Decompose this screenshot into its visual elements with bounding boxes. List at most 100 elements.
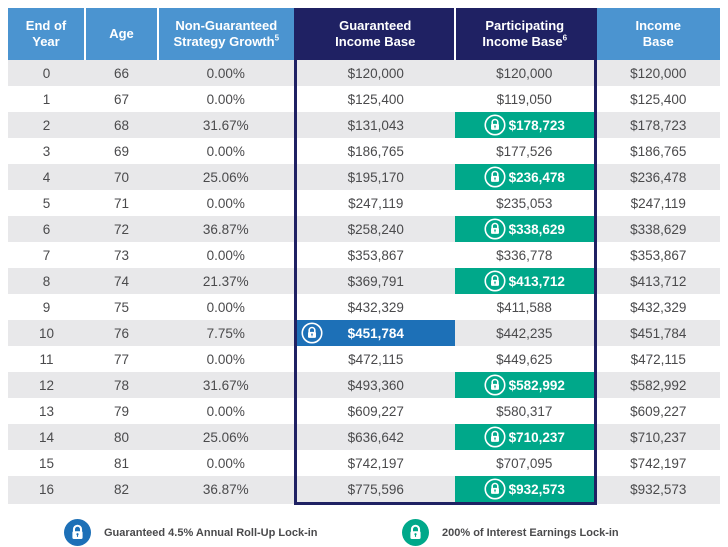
participating-income-base-value: $119,050 (496, 91, 552, 107)
participating-income-base-value: $707,095 (496, 455, 553, 471)
green-lock-icon (402, 519, 429, 546)
cell-strategy-growth: 0.00% (206, 299, 245, 315)
cell-age: 82 (113, 482, 130, 498)
cell-end-of-year: 6 (42, 221, 51, 237)
cell-age: 77 (113, 351, 130, 367)
cell-guaranteed-income-base: $493,360 (293, 372, 455, 398)
lock-icon (484, 478, 506, 500)
cell-income-base: $178,723 (593, 112, 720, 138)
cell-age: 81 (113, 455, 130, 471)
cell-participating-income-base: $413,712 (455, 268, 595, 294)
lock-icon (484, 374, 506, 396)
cell-guaranteed-income-base: $609,227 (293, 398, 455, 424)
participating-income-base-value: $580,317 (496, 403, 553, 419)
cell-participating-income-base: $178,723 (455, 112, 595, 138)
lock-icon (300, 322, 323, 344)
cell-age: 69 (113, 143, 130, 159)
lock-icon (484, 114, 506, 136)
participating-income-base-value: $411,588 (496, 299, 552, 315)
cell-guaranteed-income-base: $195,170 (293, 164, 455, 190)
cell-participating-income-base: $235,053 (455, 190, 595, 216)
cell-income-base: $236,478 (593, 164, 720, 190)
cell-strategy-growth: 0.00% (206, 403, 245, 419)
income-base-table-wrap: End of Year Age Non-Guaranteed Strategy … (8, 8, 720, 505)
header-age: Age (84, 8, 158, 60)
header-line: Year (32, 34, 60, 49)
cell-participating-income-base: $120,000 (455, 60, 595, 86)
cell-age: 72 (113, 221, 130, 237)
cell-end-of-year: 16 (38, 482, 55, 498)
lock-icon (484, 426, 506, 448)
header-line: Participating (485, 18, 565, 33)
header-line: Base (642, 34, 674, 49)
cell-age: 80 (113, 429, 130, 445)
cell-age: 73 (113, 247, 130, 263)
cell-income-base: $451,784 (593, 320, 720, 346)
cell-guaranteed-income-base: $775,596 (293, 476, 455, 505)
cell-participating-income-base: $336,778 (455, 242, 595, 268)
table-row: 12 78 31.67% $493,360 (8, 372, 720, 398)
cell-income-base: $186,765 (593, 138, 720, 164)
cell-participating-income-base: $236,478 (455, 164, 595, 190)
table-row: 8 74 21.37% $369,791 (8, 268, 720, 294)
cell-end-of-year: 5 (42, 195, 51, 211)
cell-strategy-growth: 25.06% (202, 169, 249, 185)
cell-end-of-year: 7 (42, 247, 51, 263)
guaranteed-income-base-value: $186,765 (347, 143, 404, 159)
cell-guaranteed-income-base: $131,043 (293, 112, 455, 138)
table-row: 0 66 0.00% $120,000 (8, 60, 720, 86)
cell-guaranteed-income-base: $472,115 (293, 346, 455, 372)
cell-participating-income-base: $932,573 (455, 476, 595, 505)
cell-participating-income-base: $119,050 (455, 86, 595, 112)
guaranteed-income-base-value: $775,596 (347, 481, 404, 497)
cell-guaranteed-income-base: $125,400 (293, 86, 455, 112)
cell-income-base: $353,867 (593, 242, 720, 268)
cell-guaranteed-income-base: $258,240 (293, 216, 455, 242)
cell-participating-income-base: $710,237 (455, 424, 595, 450)
table-row: 9 75 0.00% $432,329 (8, 294, 720, 320)
cell-strategy-growth: 0.00% (206, 247, 245, 263)
lock-icon (484, 166, 506, 188)
lock-icon (484, 270, 506, 292)
participating-income-base-value: $413,712 (508, 273, 565, 289)
blue-lock-icon (64, 519, 91, 546)
cell-participating-income-base: $449,625 (455, 346, 595, 372)
table-row: 3 69 0.00% $186,765 (8, 138, 720, 164)
guaranteed-income-base-value: $131,043 (347, 117, 404, 133)
cell-age: 67 (113, 91, 130, 107)
cell-strategy-growth: 7.75% (206, 325, 245, 341)
cell-guaranteed-income-base: $369,791 (293, 268, 455, 294)
lock-icon (484, 218, 506, 240)
cell-strategy-growth: 31.67% (202, 117, 249, 133)
cell-guaranteed-income-base: $247,119 (293, 190, 455, 216)
guaranteed-income-base-value: $742,197 (347, 455, 404, 471)
guaranteed-income-base-value: $195,170 (347, 169, 404, 185)
footnote-superscript: 5 (274, 33, 280, 43)
header-non-guaranteed-strategy-growth: Non-Guaranteed Strategy Growth5 (157, 8, 295, 60)
cell-income-base: $432,329 (593, 294, 720, 320)
header-line: Guaranteed (339, 18, 412, 33)
cell-income-base: $609,227 (593, 398, 720, 424)
participating-income-base-value: $449,625 (496, 351, 553, 367)
cell-participating-income-base: $177,526 (455, 138, 595, 164)
header-line: Age (109, 26, 134, 41)
header-line: Income Base6 (482, 33, 568, 49)
table-row: 16 82 36.87% $775,596 (8, 476, 720, 505)
legend-item-guaranteed-rollup-lock: Guaranteed 4.5% Annual Roll-Up Lock-in (64, 519, 318, 546)
cell-strategy-growth: 0.00% (206, 143, 245, 159)
guaranteed-income-base-value: $636,642 (347, 429, 404, 445)
cell-end-of-year: 2 (42, 117, 51, 133)
guaranteed-income-base-value: $120,000 (347, 65, 404, 81)
header-guaranteed-income-base: Guaranteed Income Base (293, 8, 455, 60)
cell-participating-income-base: $580,317 (455, 398, 595, 424)
header-line: Strategy Growth5 (173, 33, 280, 49)
footnote-superscript: 6 (562, 33, 568, 43)
legend-item-interest-earnings-lock: 200% of Interest Earnings Lock-in (402, 519, 619, 546)
participating-income-base-value: $582,992 (508, 377, 565, 393)
cell-participating-income-base: $582,992 (455, 372, 595, 398)
cell-age: 71 (113, 195, 130, 211)
header-participating-income-base: Participating Income Base6 (454, 8, 595, 60)
cell-income-base: $710,237 (593, 424, 720, 450)
cell-income-base: $742,197 (593, 450, 720, 476)
guaranteed-income-base-value: $472,115 (348, 351, 404, 367)
